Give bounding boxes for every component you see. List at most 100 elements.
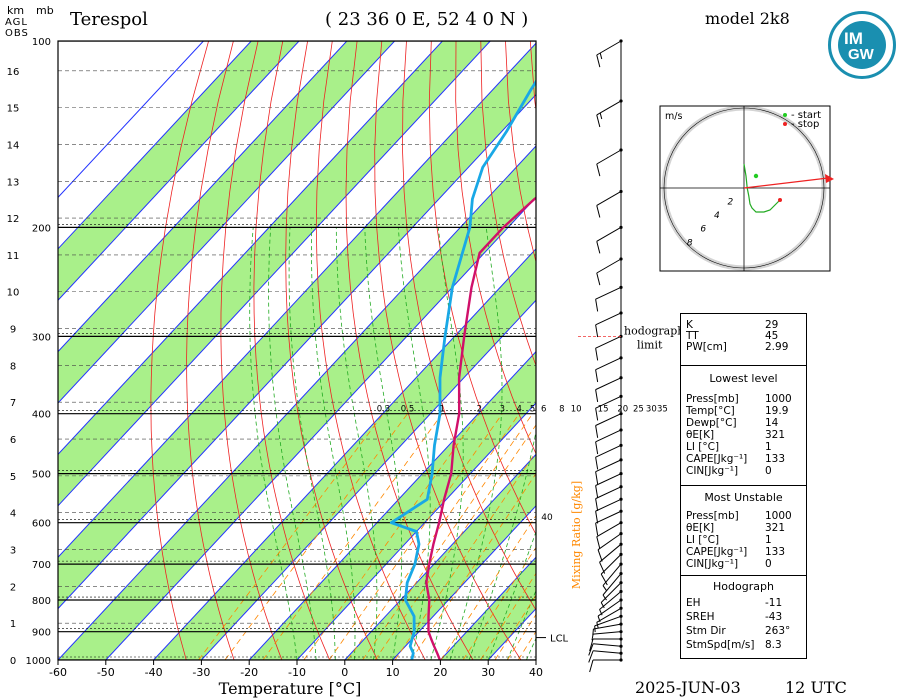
index-value: 2.99: [765, 341, 789, 353]
index-value: 29: [765, 319, 779, 331]
most-unstable-title: Most Unstable: [704, 491, 783, 504]
wind-barb-feather: [596, 54, 601, 68]
wind-barb-feather: [600, 573, 608, 586]
mixing-ratio-label: 25: [633, 405, 644, 415]
mixing-ratio-label: 8: [559, 405, 564, 415]
wind-barb-shaft: [594, 615, 622, 627]
wind-barb-shaft: [596, 191, 622, 206]
dry-adiabat-line: [253, 41, 331, 660]
plot-area: [58, 41, 910, 673]
wind-barb-feather: [595, 441, 599, 455]
index-value: 321: [765, 429, 786, 441]
mixing-ratio-label-40: 40: [541, 513, 553, 523]
wind-barb-shaft: [593, 650, 622, 654]
hodograph-legend-stop: - stop: [791, 119, 819, 130]
index-value: 1000: [765, 393, 792, 405]
index-value: 45: [765, 330, 779, 342]
mixing-ratio-line: [303, 413, 480, 660]
x-tick-label: -20: [240, 666, 258, 679]
indices-panel: K 29 TT 45 PW[cm] 2.99 Lowest level Press[mb] 10…: [680, 313, 807, 659]
wind-barb-feather: [599, 561, 606, 574]
wind-barb-feather: [595, 471, 599, 485]
wind-barb-shaft: [595, 377, 622, 391]
km-tick-label: 16: [7, 67, 20, 78]
wind-barb-shaft: [595, 486, 622, 500]
wind-barb-feather: [595, 511, 599, 524]
index-divider: [681, 365, 806, 366]
wind-barb-feather: [595, 425, 599, 438]
wind-barb-shaft: [595, 286, 622, 300]
pressure-tick-label: 600: [32, 519, 51, 530]
wind-barb-shaft: [600, 553, 622, 575]
index-key: StmSpd[m/s]: [686, 639, 755, 651]
index-value: 1000: [765, 510, 792, 522]
wind-barb-shaft: [595, 312, 622, 326]
mixing-ratio-axis-title: Mixing Ratio [g/kg]: [570, 481, 583, 589]
dry-adiabat-line: [901, 41, 910, 673]
mixing-ratio-label: 0.3: [377, 405, 391, 415]
wind-barb-shaft: [595, 444, 622, 458]
wind-barb-shaft: [595, 459, 622, 473]
wind-barb-half-feather: [600, 602, 605, 609]
wind-barb-feather: [595, 348, 599, 361]
header-km: km: [7, 4, 25, 17]
index-value: 1: [765, 441, 772, 453]
isotherm-line: [296, 402, 536, 660]
mixing-ratio-line: [328, 413, 503, 660]
index-key: CAPE[Jkg⁻¹]: [686, 546, 748, 558]
wind-barb-feather: [595, 389, 599, 402]
mixing-ratio-label: 30: [646, 405, 657, 415]
hodograph-legend-start: - start: [791, 110, 821, 121]
isotherm-line: [248, 350, 536, 660]
pressure-tick-label: 900: [32, 628, 51, 639]
km-tick-label: 6: [10, 435, 16, 446]
hodograph-trace: [743, 163, 781, 213]
lcl-label: LCL: [550, 634, 569, 645]
index-divider: [681, 485, 806, 486]
wind-barb-feather: [595, 522, 599, 536]
header-obs: OBS: [5, 28, 29, 39]
dry-adiabat-line: [877, 41, 910, 673]
isotherm-line: [105, 196, 536, 660]
hodograph-start-point: [753, 173, 759, 179]
wind-barb-feather: [595, 485, 599, 498]
index-key: PW[cm]: [686, 341, 727, 353]
mixing-ratio-line: [224, 413, 408, 660]
storm-motion-arrowhead: [825, 174, 834, 183]
dry-adiabat-line: [827, 41, 910, 673]
mixing-ratio-label: 35: [657, 405, 668, 415]
mixing-ratio-label: 6: [541, 405, 546, 415]
mixing-ratio-label: 3: [500, 405, 505, 415]
header-mb: mb: [36, 4, 54, 17]
mixing-ratio-label: 5: [530, 405, 535, 415]
index-key: TT: [686, 330, 699, 342]
isotherm-line: [58, 145, 536, 660]
wind-barb-half-feather: [602, 594, 607, 601]
index-value: 0: [765, 558, 772, 570]
wind-barb-feather: [596, 163, 601, 177]
index-key: Dewp[°C]: [686, 417, 737, 429]
wind-barb-shaft: [596, 226, 622, 242]
pressure-tick-label: 300: [32, 332, 51, 343]
mixing-ratio-label: 10: [571, 405, 582, 415]
x-tick-label: 0: [341, 666, 348, 679]
index-value: 263°: [765, 625, 791, 637]
index-key: CIN[Jkg⁻¹]: [686, 558, 739, 570]
x-axis-title: Temperature [°C]: [219, 679, 362, 698]
hodograph-stop-point: [778, 198, 782, 202]
hodograph-unit-label: m/s: [665, 111, 682, 122]
hodograph-ring-label: 6: [700, 225, 706, 235]
index-key: LI [°C]: [686, 534, 720, 546]
index-value: 321: [765, 522, 786, 534]
pressure-tick-label: 1000: [26, 656, 51, 667]
hodograph-ring-label: 2: [728, 198, 734, 208]
isotherm-line: [153, 248, 536, 660]
isotherm-line: [392, 505, 536, 660]
km-tick-label: 12: [7, 214, 20, 225]
wind-barb-feather: [595, 369, 599, 383]
wind-barb-shaft: [593, 643, 622, 647]
logo-text-im: IM: [844, 29, 863, 48]
hodograph-limit-label: hodograph: [624, 324, 684, 337]
